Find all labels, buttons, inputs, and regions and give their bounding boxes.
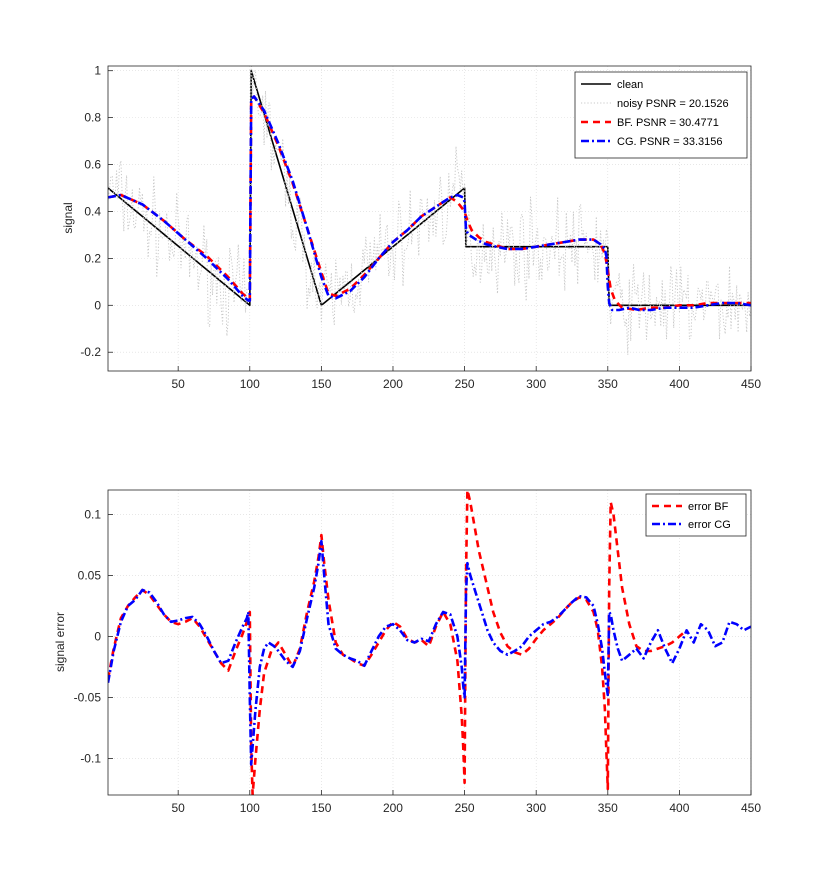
top-legend: clean noisy PSNR = 20.1526 BF. PSNR = 30.4… bbox=[574, 71, 748, 159]
top-series-layer bbox=[108, 66, 751, 356]
bottom-legend-box bbox=[645, 493, 747, 537]
top-y-tick-label: 0.8 bbox=[84, 111, 101, 125]
bottom-legend-label-0: error BF bbox=[688, 501, 729, 513]
bottom-x-tick-label: 300 bbox=[526, 801, 546, 815]
top-x-tick-label: 450 bbox=[741, 377, 761, 391]
top-series-line-1 bbox=[108, 66, 751, 356]
bottom-series-line-0 bbox=[108, 490, 688, 795]
bottom-ticks: 50 100 150 200 250 300 350 400 450 -0.1 -0.05 0 0.05… bbox=[74, 507, 762, 815]
bottom-y-tick-label: 0.05 bbox=[78, 568, 102, 582]
bottom-x-tick-label: 250 bbox=[455, 801, 475, 815]
top-ticks: 50 100 150 200 250 300 350 400 450 -0.2 0 0.2 0.4 0.6… bbox=[80, 64, 761, 391]
top-x-tick-label: 100 bbox=[240, 377, 260, 391]
top-y-tick-label: 0 bbox=[94, 298, 101, 312]
bottom-plot-frame bbox=[107, 489, 752, 796]
bottom-x-tick-label: 450 bbox=[741, 801, 761, 815]
bottom-x-tick-label: 350 bbox=[598, 801, 618, 815]
top-x-tick-label: 50 bbox=[171, 377, 185, 391]
top-legend-label-0: clean bbox=[617, 79, 643, 91]
top-y-tick-label: 0.2 bbox=[84, 251, 101, 265]
top-plot: 50 100 150 200 250 300 350 400 450 -0.2 0 0.2 0.4 0.6… bbox=[61, 64, 761, 391]
top-y-tick-label: 0.6 bbox=[84, 158, 101, 172]
bottom-x-tick-label: 200 bbox=[383, 801, 403, 815]
bottom-series-layer bbox=[108, 490, 751, 795]
top-series-line-3 bbox=[108, 95, 751, 312]
top-plot-frame bbox=[107, 65, 752, 372]
bottom-y-tick-label: 0 bbox=[94, 629, 101, 643]
bottom-x-tick-label: 50 bbox=[171, 801, 185, 815]
top-x-tick-label: 200 bbox=[383, 377, 403, 391]
top-y-axis-label: signal bbox=[61, 202, 75, 233]
top-legend-box bbox=[574, 71, 748, 159]
top-series-line-2 bbox=[108, 95, 751, 312]
top-legend-label-2: BF. PSNR = 30.4771 bbox=[617, 117, 719, 129]
bottom-series-line-1 bbox=[108, 539, 751, 766]
bottom-legend: error BF error CG bbox=[645, 493, 747, 537]
top-y-tick-label: -0.2 bbox=[80, 345, 101, 359]
bottom-plot: 50 100 150 200 250 300 350 400 450 -0.1 -0.05 0 0.05… bbox=[53, 489, 762, 815]
bottom-x-tick-label: 400 bbox=[669, 801, 689, 815]
top-x-tick-label: 150 bbox=[311, 377, 331, 391]
bottom-y-tick-label: 0.1 bbox=[84, 507, 101, 521]
bottom-x-tick-label: 100 bbox=[240, 801, 260, 815]
bottom-legend-label-1: error CG bbox=[688, 519, 731, 531]
bottom-x-tick-label: 150 bbox=[311, 801, 331, 815]
bottom-y-tick-label: -0.05 bbox=[74, 690, 102, 704]
top-legend-label-1: noisy PSNR = 20.1526 bbox=[617, 98, 729, 110]
top-y-tick-label: 1 bbox=[94, 64, 101, 78]
top-x-tick-label: 250 bbox=[455, 377, 475, 391]
top-x-tick-label: 300 bbox=[526, 377, 546, 391]
top-x-tick-label: 350 bbox=[598, 377, 618, 391]
top-x-tick-label: 400 bbox=[669, 377, 689, 391]
bottom-y-tick-label: -0.1 bbox=[80, 751, 101, 765]
top-legend-label-3: CG. PSNR = 33.3156 bbox=[617, 136, 722, 148]
top-y-tick-label: 0.4 bbox=[84, 204, 101, 218]
bottom-y-axis-label: signal error bbox=[53, 612, 67, 672]
